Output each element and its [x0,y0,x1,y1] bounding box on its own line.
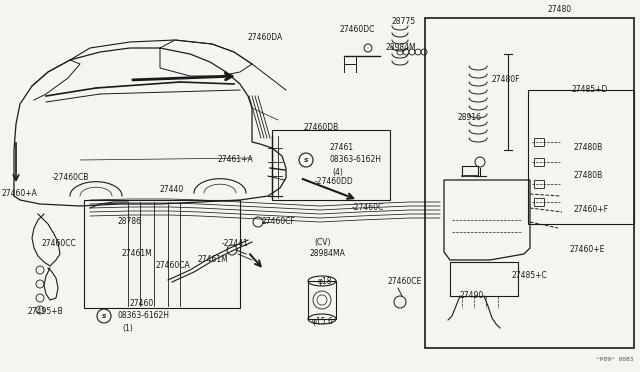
Text: 27480F: 27480F [492,76,520,84]
Text: 27485+D: 27485+D [572,86,609,94]
Text: 27440: 27440 [160,186,184,195]
Text: S: S [102,314,106,318]
Text: 27461M: 27461M [122,250,153,259]
Text: 27460CA: 27460CA [155,262,189,270]
Bar [450,262,518,296]
Bar [534,180,544,188]
Text: 28984MA: 28984MA [310,250,346,259]
Text: 28916: 28916 [458,113,482,122]
Text: 27461M: 27461M [198,256,228,264]
Bar [534,198,544,206]
Text: 28984M: 28984M [385,44,415,52]
Text: 27480: 27480 [548,6,572,15]
Text: 27490: 27490 [459,291,483,299]
Text: 27460+A: 27460+A [2,189,38,199]
Bar [425,18,634,348]
Text: 27460DA: 27460DA [248,33,284,42]
Text: φ15.6: φ15.6 [312,317,334,327]
Text: -27460DD: -27460DD [315,177,354,186]
Text: ^P89^ 0083: ^P89^ 0083 [596,357,634,362]
Bar [528,90,634,224]
Text: 27460CE: 27460CE [388,278,422,286]
Text: -27460CB: -27460CB [52,173,90,183]
Text: 27461+A: 27461+A [218,155,253,164]
Text: 27461: 27461 [330,144,354,153]
Text: 27460: 27460 [130,299,154,308]
Bar [84,200,240,308]
Text: 27480B: 27480B [573,171,602,180]
Text: 27485+C: 27485+C [512,270,548,279]
Text: φ18: φ18 [318,278,333,286]
Text: 27495+B: 27495+B [28,308,64,317]
Text: -27460C: -27460C [352,203,384,212]
Text: 27460CF: 27460CF [262,218,296,227]
Text: (CV): (CV) [314,237,330,247]
Text: 27460DC: 27460DC [340,26,376,35]
Text: 28775: 28775 [392,17,416,26]
Bar [534,138,544,146]
Bar [308,281,336,319]
Text: 08363-6162H: 08363-6162H [330,155,382,164]
Text: (1): (1) [122,324,132,333]
Text: 08363-6162H: 08363-6162H [118,311,170,321]
Text: 27460DB: 27460DB [304,124,339,132]
Bar [534,158,544,166]
Text: 27460CC: 27460CC [42,240,77,248]
Text: S: S [304,157,308,163]
Text: 27480B: 27480B [573,144,602,153]
Text: -27441: -27441 [222,240,249,248]
Text: 28786: 28786 [118,218,142,227]
Bar [272,130,390,200]
Text: (4): (4) [332,167,343,176]
Text: 27460+E: 27460+E [570,246,605,254]
Text: 27460+F: 27460+F [574,205,609,215]
